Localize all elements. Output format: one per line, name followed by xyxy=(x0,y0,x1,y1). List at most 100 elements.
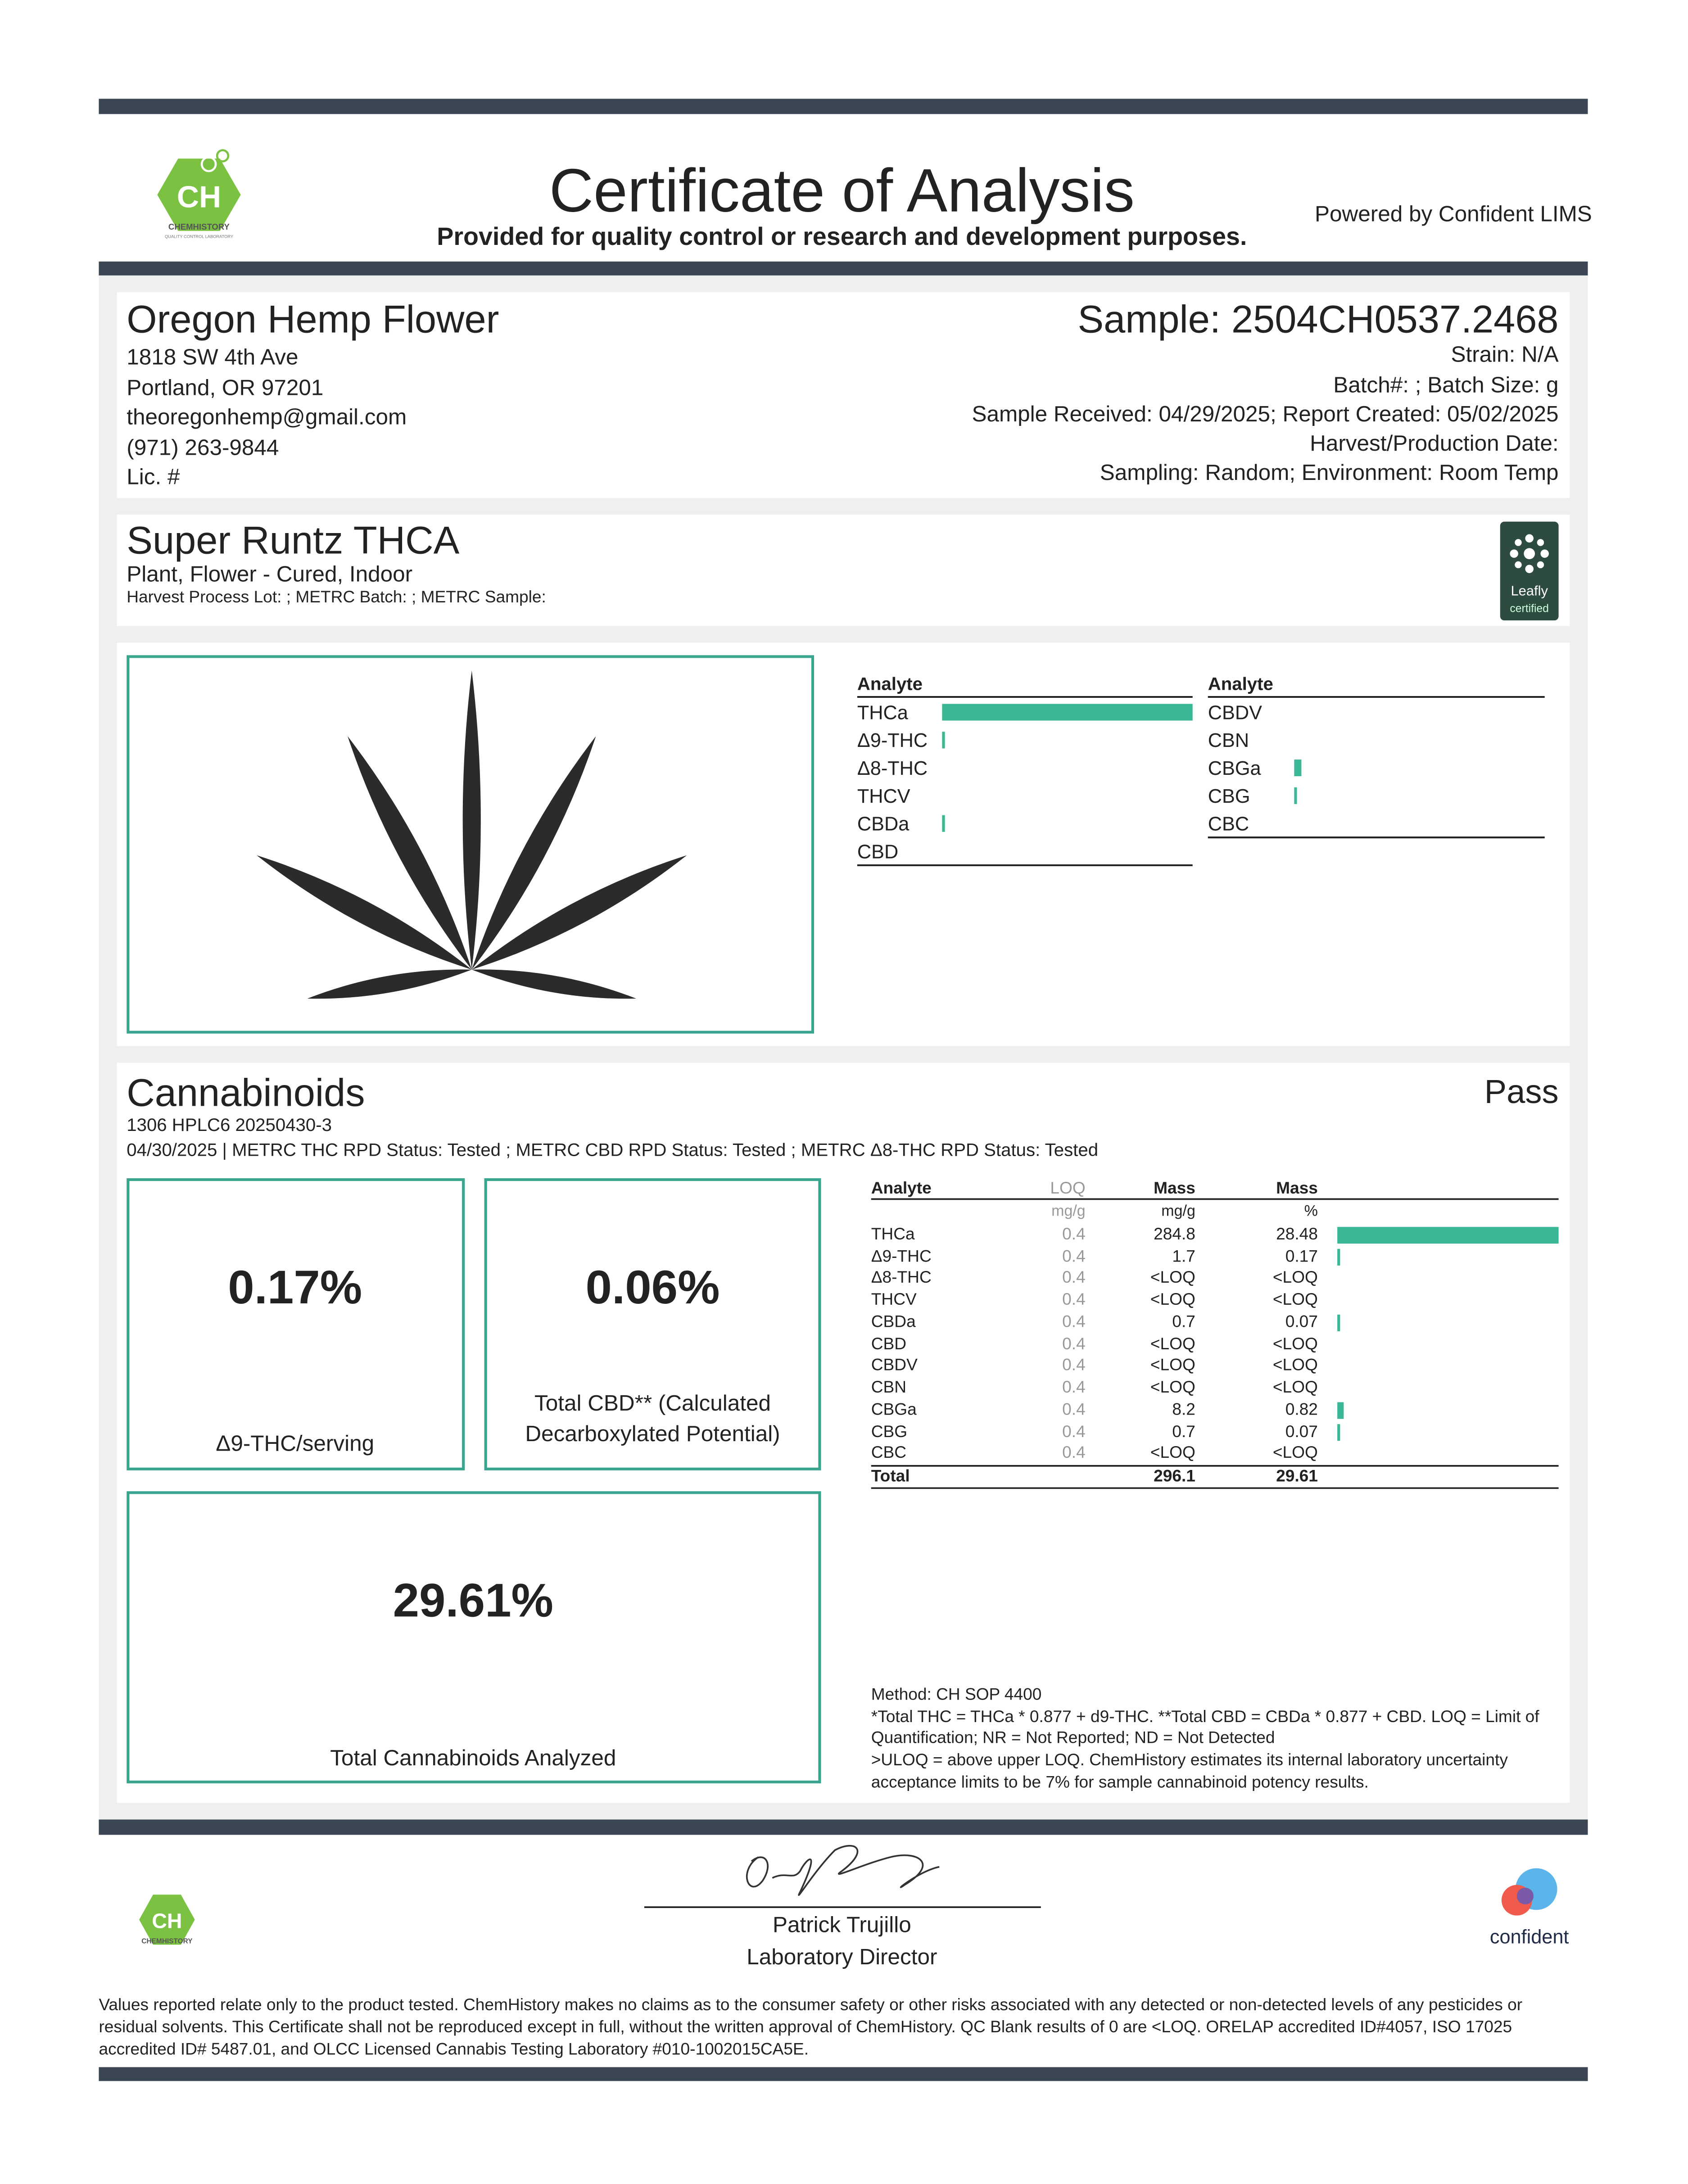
table-cell: <LOQ xyxy=(1272,1333,1318,1353)
table-cell: 0.17 xyxy=(1285,1246,1318,1266)
stat-box xyxy=(127,1178,465,1470)
stat-value: 0.17% xyxy=(228,1261,362,1314)
client-line: 1818 SW 4th Ave xyxy=(127,347,299,371)
table-bar xyxy=(1337,1248,1340,1266)
table-cell: <LOQ xyxy=(1150,1377,1195,1397)
disclaimer: accredited ID# 5487.01, and OLCC License… xyxy=(99,2039,809,2059)
logo-text: Leafly xyxy=(1511,584,1548,600)
list-item: CBD xyxy=(857,839,899,862)
disclaimer: residual solvents. This Certificate shal… xyxy=(99,2017,1512,2036)
table-header: LOQ xyxy=(1050,1178,1086,1198)
ch-logo-dot xyxy=(216,149,230,163)
table-cell: Δ9-THC xyxy=(871,1246,932,1266)
title: Certificate of Analysis xyxy=(549,156,1135,225)
product-lots: Harvest Process Lot: ; METRC Batch: ; ME… xyxy=(127,587,546,606)
confident-logo-circle xyxy=(1516,1887,1534,1904)
leaflet xyxy=(462,670,481,970)
table-cell: CBGa xyxy=(871,1399,917,1419)
summary-panel xyxy=(117,642,1570,1046)
summary-bar xyxy=(942,815,945,832)
logo-text: CH xyxy=(152,1910,182,1934)
client-line: (971) 263-9844 xyxy=(127,436,279,461)
leaflet xyxy=(471,736,596,970)
table-cell: 284.8 xyxy=(1154,1224,1195,1243)
stat-value: 29.61% xyxy=(393,1574,554,1627)
leaflet xyxy=(471,855,687,970)
signatory-name: Patrick Trujillo xyxy=(772,1914,911,1939)
stat-box xyxy=(484,1178,821,1470)
table-cell: <LOQ xyxy=(1272,1267,1318,1287)
stat-label: Total Cannabinoids Analyzed xyxy=(330,1747,616,1772)
image-frame xyxy=(127,655,815,1034)
table-header: Mass xyxy=(1154,1178,1195,1198)
leaflet xyxy=(257,855,472,970)
summary-bar xyxy=(942,732,945,749)
table-cell: 0.4 xyxy=(1062,1224,1086,1243)
powered-by: Powered by Confident LIMS xyxy=(1315,203,1592,227)
table-cell: 0.4 xyxy=(1062,1355,1086,1375)
table-bar xyxy=(1337,1424,1340,1441)
ch-logo-hexagon xyxy=(157,158,241,231)
product-panel xyxy=(117,515,1570,626)
footer-bar xyxy=(99,1819,1588,1835)
table-cell: 28.48 xyxy=(1276,1224,1318,1243)
method-note: *Total THC = THCa * 0.877 + d9-THC. **To… xyxy=(871,1706,1539,1726)
table-cell: <LOQ xyxy=(1272,1443,1318,1463)
list-item: Δ9-THC xyxy=(857,728,928,751)
result: Pass xyxy=(1484,1073,1559,1111)
logo-text: confident xyxy=(1489,1925,1569,1947)
list-item: CBDV xyxy=(1208,701,1262,723)
summary-bar xyxy=(942,704,1193,721)
sample-line: Sample Received: 04/29/2025; Report Crea… xyxy=(972,403,1559,427)
list-item: CBDa xyxy=(857,812,910,834)
leaflet xyxy=(307,969,472,999)
ch-logo-hexagon xyxy=(139,1895,195,1945)
table-bar xyxy=(1337,1314,1340,1331)
table-unit: % xyxy=(1304,1203,1318,1221)
table-cell: <LOQ xyxy=(1272,1289,1318,1309)
table-cell: 0.4 xyxy=(1062,1289,1086,1309)
subtitle: Provided for quality control or research… xyxy=(437,222,1247,251)
table-cell: 0.7 xyxy=(1172,1421,1195,1441)
table-cell: <LOQ xyxy=(1150,1333,1195,1353)
table-cell: 0.4 xyxy=(1062,1421,1086,1441)
table-cell: 0.82 xyxy=(1285,1399,1318,1419)
table-cell: 8.2 xyxy=(1172,1399,1195,1419)
table-total: 296.1 xyxy=(1154,1465,1195,1485)
disclaimer: Values reported relate only to the produ… xyxy=(99,1994,1523,2014)
table-unit: mg/g xyxy=(1161,1203,1195,1221)
logo-text: certified xyxy=(1510,602,1549,615)
method-note: Quantification; NR = Not Reported; ND = … xyxy=(871,1728,1275,1748)
sample-line: Harvest/Production Date: xyxy=(1310,432,1559,457)
table-cell: <LOQ xyxy=(1150,1355,1195,1375)
table-cell: CBN xyxy=(871,1377,907,1397)
table-cell: THCa xyxy=(871,1224,915,1243)
list-item: THCa xyxy=(857,701,908,723)
method-note: >ULOQ = above upper LOQ. ChemHistory est… xyxy=(871,1750,1508,1769)
table-cell: CBDV xyxy=(871,1355,918,1375)
list-item: CBN xyxy=(1208,728,1249,751)
table-bar xyxy=(1337,1402,1344,1419)
client-panel xyxy=(117,292,1570,498)
table-total: Total xyxy=(871,1465,910,1485)
leaflet xyxy=(471,969,636,999)
table-cell: <LOQ xyxy=(1150,1267,1195,1287)
table-cell: 0.4 xyxy=(1062,1267,1086,1287)
table-cell: 0.4 xyxy=(1062,1399,1086,1419)
signatory-title: Laboratory Director xyxy=(747,1946,937,1971)
logo-text: CH xyxy=(176,179,222,214)
list-item: Δ8-THC xyxy=(857,756,928,779)
table-cell: 0.4 xyxy=(1062,1311,1086,1331)
summary-bar xyxy=(1294,787,1297,804)
ch-logo-dot xyxy=(200,156,217,172)
stat-label: Δ9-THC/serving xyxy=(216,1433,375,1457)
table-bar xyxy=(1337,1227,1559,1244)
method-note: acceptance limits to be 7% for sample ca… xyxy=(871,1772,1369,1791)
sample-id: Sample: 2504CH0537.2468 xyxy=(1077,298,1559,341)
table-cell: 0.4 xyxy=(1062,1333,1086,1353)
client-line: Lic. # xyxy=(127,466,180,490)
header-bar xyxy=(99,261,1588,276)
